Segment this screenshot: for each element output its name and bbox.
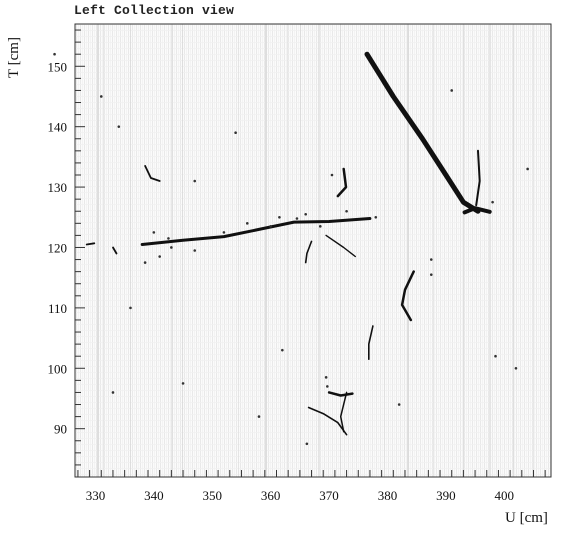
hit xyxy=(99,95,103,98)
left-stub-2 xyxy=(112,246,118,255)
hit xyxy=(143,261,147,264)
noise-band xyxy=(384,24,385,477)
hit xyxy=(53,52,56,56)
hit xyxy=(257,415,261,418)
lower-cluster-c xyxy=(339,391,348,433)
x-tick-label: 340 xyxy=(144,488,164,503)
y-minor-ticks xyxy=(75,29,85,478)
hit xyxy=(111,391,115,394)
hit xyxy=(345,209,348,213)
hit xyxy=(295,217,299,220)
hit xyxy=(193,249,197,252)
y-tick-label: 150 xyxy=(48,59,68,74)
hit xyxy=(494,354,497,358)
hit xyxy=(319,225,322,228)
hit xyxy=(167,237,170,240)
x-minor-ticks xyxy=(77,470,546,477)
noise-bands xyxy=(97,24,534,477)
hit xyxy=(450,89,454,92)
left-small-track xyxy=(144,165,161,182)
tracks xyxy=(85,51,492,436)
y-tick-label: 130 xyxy=(48,180,68,195)
right-mid-track xyxy=(400,270,415,322)
y-tick-label: 90 xyxy=(54,422,67,437)
long-horizontal-track xyxy=(140,217,372,246)
hit xyxy=(374,215,378,219)
x-tick-label: 360 xyxy=(261,488,281,503)
hit xyxy=(222,231,226,234)
noise-band xyxy=(533,24,534,477)
x-tick-label: 350 xyxy=(203,488,223,503)
y-tick-labels: 90 100 110 120 130 140 150 xyxy=(48,59,68,436)
noise-band xyxy=(97,24,99,477)
plot-title: Left Collection view xyxy=(74,3,235,18)
hit xyxy=(305,442,309,446)
diagonal-track xyxy=(364,51,481,214)
noise-band xyxy=(265,24,267,477)
hit xyxy=(245,222,249,225)
y-tick-label: 100 xyxy=(48,361,68,376)
noise-band xyxy=(171,24,173,477)
hit xyxy=(429,273,433,276)
branch-down-1 xyxy=(304,240,313,264)
wire-noise-horizontal xyxy=(75,24,551,477)
noise-band xyxy=(103,24,104,477)
noise-band xyxy=(287,24,288,477)
noise-band xyxy=(513,24,514,477)
x-tick-labels: 330 340 350 360 370 380 390 400 xyxy=(86,488,514,503)
hit xyxy=(129,306,132,310)
hit xyxy=(514,366,518,370)
hit xyxy=(281,348,284,352)
hit xyxy=(117,125,121,128)
hit xyxy=(152,231,156,234)
hit xyxy=(324,376,328,379)
y-tick-label: 110 xyxy=(48,301,67,316)
noise-band xyxy=(182,24,183,477)
plot-frame xyxy=(74,23,552,478)
lower-cluster-b xyxy=(307,406,348,436)
hits xyxy=(53,52,529,446)
noise-band xyxy=(130,24,131,477)
x-axis-label: U [cm] xyxy=(505,510,548,526)
left-stub-1 xyxy=(85,242,96,246)
hit xyxy=(326,385,329,388)
hook-end xyxy=(462,206,492,215)
hit xyxy=(526,167,529,171)
branch-down-2 xyxy=(325,234,356,258)
x-tick-label: 400 xyxy=(495,488,515,503)
upper-short-track xyxy=(336,167,348,198)
hit xyxy=(269,225,272,228)
x-tick-label: 390 xyxy=(436,488,456,503)
noise-band xyxy=(433,24,434,477)
x-tick-label: 370 xyxy=(319,488,339,503)
hit xyxy=(304,212,307,216)
hit xyxy=(278,215,281,219)
y-tick-label: 140 xyxy=(48,120,68,135)
noise-band xyxy=(340,24,341,477)
noise-band xyxy=(238,24,239,477)
hit xyxy=(397,403,401,406)
lower-cluster-a xyxy=(327,391,354,397)
x-tick-label: 330 xyxy=(86,488,106,503)
noise-band xyxy=(318,24,320,477)
mid-vertical-track xyxy=(368,325,374,360)
noise-band xyxy=(300,24,301,477)
hit xyxy=(330,173,334,177)
hit xyxy=(234,131,237,135)
hit xyxy=(491,200,494,204)
hit xyxy=(170,246,173,249)
noise-band xyxy=(463,24,464,477)
hit xyxy=(429,258,433,261)
noise-band xyxy=(489,24,491,477)
hit xyxy=(181,382,185,385)
vertical-branch xyxy=(475,149,481,207)
hit xyxy=(193,179,197,183)
y-tick-label: 120 xyxy=(48,240,68,255)
x-tick-label: 380 xyxy=(378,488,398,503)
noise-band xyxy=(407,24,409,477)
hit xyxy=(158,255,161,258)
